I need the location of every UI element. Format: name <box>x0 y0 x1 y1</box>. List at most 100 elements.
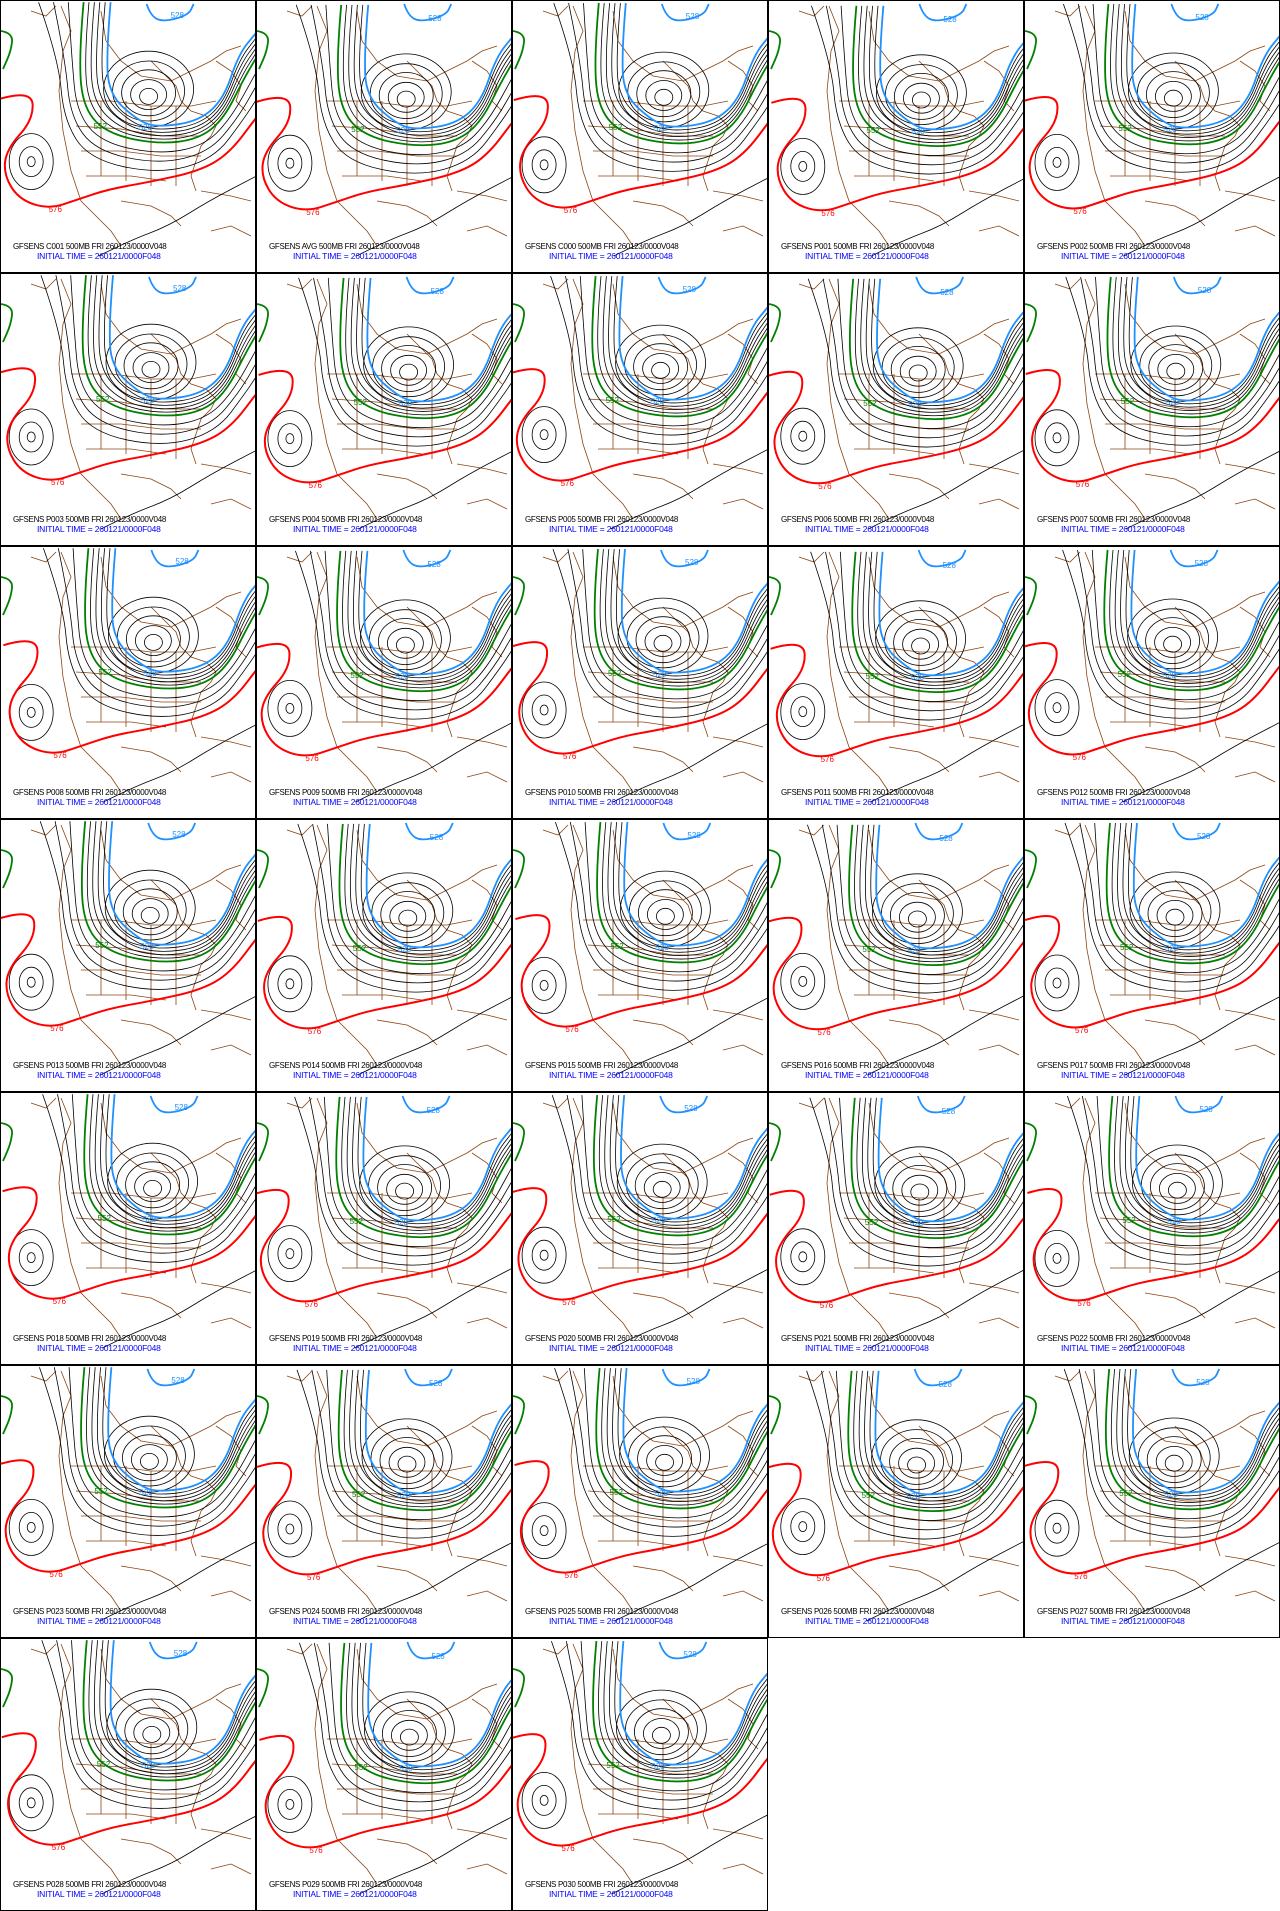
black-contours <box>8 1094 255 1349</box>
low-center-contour <box>1148 344 1204 391</box>
contour-528 <box>1133 276 1279 402</box>
height-contour <box>86 1367 255 1505</box>
low-center-contour <box>106 1688 198 1766</box>
low-center-contour <box>395 636 415 654</box>
map-boundary-line <box>1099 1217 1225 1229</box>
map-boundary-line <box>314 1097 378 1339</box>
height-contour-map: 576 552 528 528 <box>769 1095 1023 1349</box>
panel-title: GFSENS P014 500MB FRI 260123/0000V048 <box>269 1061 423 1070</box>
map-boundary-line <box>58 5 122 247</box>
initial-time-label: INITIAL TIME = 260121/0000F048 <box>37 797 161 807</box>
cutoff-low-contour <box>8 408 54 466</box>
height-contour <box>598 1095 767 1233</box>
black-contours <box>267 4 511 257</box>
height-contour <box>874 5 1023 134</box>
initial-time-label: INITIAL TIME = 260121/0000F048 <box>549 797 673 807</box>
height-contour <box>613 276 767 404</box>
map-boundary-line <box>1124 1193 1201 1278</box>
height-contour <box>608 276 767 407</box>
contour-528 <box>622 1368 767 1493</box>
low-center-contour <box>1163 635 1183 653</box>
cutoff-low-contour <box>1044 692 1070 724</box>
map-boundary-line <box>612 1375 754 1447</box>
height-contour <box>357 997 511 1076</box>
black-contours <box>267 550 511 803</box>
height-contour <box>1095 276 1279 428</box>
contour-528-north <box>660 3 710 22</box>
height-contour <box>1067 1095 1279 1265</box>
contour-576 <box>1025 96 1279 210</box>
height-contour <box>865 278 1023 410</box>
cutoff-low-contour <box>8 1774 54 1832</box>
contour-528 <box>109 1640 255 1765</box>
map-boundary-line <box>406 333 473 465</box>
ensemble-member-panel: 576 552 528 528 GFSENS C000 500MB FRI 260123… <box>512 0 768 273</box>
initial-time-label: INITIAL TIME = 260121/0000F048 <box>549 251 673 261</box>
height-contour <box>38 2 255 171</box>
label-552: 552 <box>862 1491 876 1500</box>
ensemble-member-panel: 576 552 528 528 GFSENS P007 500MB FRI 260123… <box>1024 273 1280 546</box>
height-contour-map: 576 552 528 528 <box>769 1368 1023 1622</box>
label-528: 528 <box>655 1489 669 1498</box>
cutoff-low-contour <box>267 1775 313 1833</box>
panel-title: GFSENS P016 500MB FRI 260123/0000V048 <box>781 1061 935 1070</box>
ensemble-member-panel: 576 552 528 528 GFSENS P026 500MB FRI 260123… <box>768 1365 1024 1638</box>
initial-time-label: INITIAL TIME = 260121/0000F048 <box>293 1889 417 1899</box>
contour-552 <box>1105 822 1279 965</box>
map-boundary-line <box>286 551 508 783</box>
low-center-contour <box>893 619 949 666</box>
map-boundary-line <box>356 374 433 459</box>
black-contours <box>780 551 1023 803</box>
contour-576 <box>1 1459 255 1573</box>
contour-528-north <box>914 822 964 841</box>
map-boundary-line <box>727 606 759 658</box>
height-contour <box>857 551 1023 690</box>
contour-576 <box>1025 915 1279 1029</box>
map-boundary-line <box>612 101 689 186</box>
black-contours <box>780 1370 1023 1622</box>
cutoff-low-contour <box>1052 1252 1062 1264</box>
label-528: 528 <box>399 399 413 408</box>
ensemble-member-panel: 576 552 528 528 GFSENS P018 500MB FRI 260123… <box>0 1092 256 1365</box>
height-contour <box>327 823 511 975</box>
ensemble-member-panel: 576 552 528 528 GFSENS P009 500MB FRI 260123… <box>256 546 512 819</box>
height-contour <box>352 1096 511 1228</box>
contour-576 <box>770 643 1023 758</box>
black-contours <box>1034 822 1279 1076</box>
low-center-contour <box>655 907 675 925</box>
low-center-contour <box>651 1726 671 1744</box>
height-contour <box>1109 549 1279 688</box>
low-center-contour <box>651 361 671 379</box>
map-boundary-line <box>542 278 764 510</box>
height-contour <box>100 996 255 1076</box>
map-boundary-line <box>888 463 1020 500</box>
low-center-contour <box>363 1691 455 1769</box>
cutoff-low-contour <box>277 423 303 455</box>
map-boundary-line <box>632 1282 764 1319</box>
map-outlines <box>542 824 764 1066</box>
height-contour-map: 576 552 528 528 <box>1 1094 255 1349</box>
low-center-contour <box>643 1172 681 1203</box>
low-center-contour <box>635 616 691 664</box>
height-contour <box>85 2 255 140</box>
low-center-contour <box>872 327 964 405</box>
initial-time-label: INITIAL TIME = 260121/0000F048 <box>293 251 417 261</box>
cutoff-low-contour <box>277 1238 303 1270</box>
height-contour <box>821 1370 1023 1531</box>
black-contours <box>521 1640 767 1895</box>
label-528: 528 <box>651 1762 665 1771</box>
contour-552 <box>81 275 255 417</box>
height-contour <box>552 548 767 718</box>
contour-552-west <box>513 303 525 343</box>
contour-528-north <box>1171 1368 1221 1387</box>
height-contour <box>1127 1368 1279 1497</box>
low-center-contour <box>1145 617 1201 664</box>
label-528: 528 <box>398 945 412 954</box>
height-contour <box>43 548 255 717</box>
black-contours <box>267 1369 511 1622</box>
cutoff-low-contour <box>521 681 567 739</box>
label-576: 576 <box>49 205 63 214</box>
map-boundary-line <box>983 879 1015 931</box>
initial-time-label: INITIAL TIME = 260121/0000F048 <box>805 251 929 261</box>
height-contour <box>612 723 767 803</box>
